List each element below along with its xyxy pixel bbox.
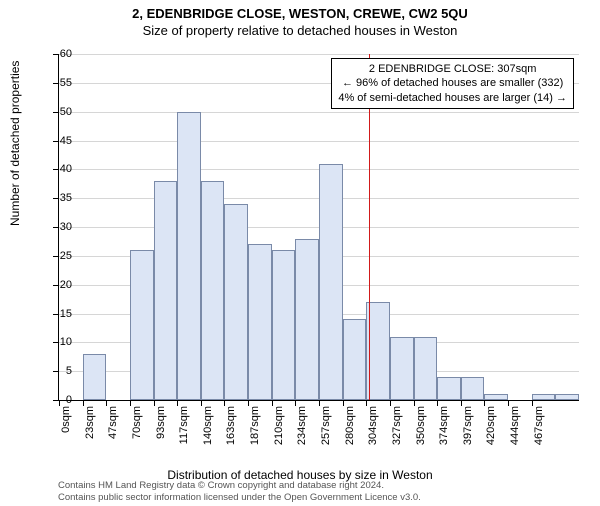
x-tick-label: 467sqm [533, 406, 545, 445]
grid-line [59, 141, 579, 142]
histogram-bar [555, 394, 579, 400]
x-tick-label: 47sqm [107, 406, 119, 439]
y-tick-label: 50 [42, 106, 72, 118]
annotation-line3: 4% of semi-detached houses are larger (1… [338, 91, 567, 105]
histogram-bar [437, 377, 461, 400]
annotation-line1: 2 EDENBRIDGE CLOSE: 307sqm [338, 62, 567, 76]
x-tick-label: 210sqm [273, 406, 285, 445]
x-tick-label: 304sqm [367, 406, 379, 445]
histogram-bar [532, 394, 556, 400]
x-tick-label: 257sqm [320, 406, 332, 445]
histogram-bar [366, 302, 390, 400]
footer-attribution: Contains HM Land Registry data © Crown c… [58, 480, 421, 504]
x-tick-label: 140sqm [202, 406, 214, 445]
y-tick-label: 60 [42, 48, 72, 60]
x-tick-label: 280sqm [344, 406, 356, 445]
y-tick-label: 15 [42, 308, 72, 320]
y-tick-label: 10 [42, 336, 72, 348]
y-tick-label: 0 [42, 394, 72, 406]
y-tick-label: 30 [42, 221, 72, 233]
x-tick-label: 0sqm [60, 406, 72, 433]
y-tick-label: 35 [42, 192, 72, 204]
y-tick-label: 25 [42, 250, 72, 262]
histogram-bar [295, 239, 319, 400]
histogram-bar [319, 164, 343, 400]
x-tick-label: 397sqm [462, 406, 474, 445]
y-tick-label: 20 [42, 279, 72, 291]
x-tick-label: 23sqm [84, 406, 96, 439]
y-axis-title: Number of detached properties [8, 61, 22, 226]
x-tick-label: 163sqm [225, 406, 237, 445]
annotation-box: 2 EDENBRIDGE CLOSE: 307sqm← 96% of detac… [331, 58, 574, 109]
histogram-bar [177, 112, 201, 400]
x-tick-label: 93sqm [155, 406, 167, 439]
histogram-bar [130, 250, 154, 400]
histogram-bar [461, 377, 485, 400]
y-tick-label: 55 [42, 77, 72, 89]
x-tick-label: 327sqm [391, 406, 403, 445]
histogram-bar [484, 394, 508, 400]
x-tick-label: 420sqm [485, 406, 497, 445]
x-tick-label: 117sqm [178, 406, 190, 444]
histogram-bar [414, 337, 438, 400]
x-tick-label: 70sqm [131, 406, 143, 439]
x-tick-label: 187sqm [249, 406, 261, 445]
annotation-line2: ← 96% of detached houses are smaller (33… [338, 76, 567, 90]
grid-line [59, 112, 579, 113]
histogram-bar [83, 354, 107, 400]
histogram-bar [201, 181, 225, 400]
histogram-bar [248, 244, 272, 400]
footer-line1: Contains HM Land Registry data © Crown c… [58, 480, 421, 492]
chart-title-sub: Size of property relative to detached ho… [0, 23, 600, 38]
footer-line2: Contains public sector information licen… [58, 492, 421, 504]
histogram-bar [343, 319, 367, 400]
grid-line [59, 54, 579, 55]
x-tick-label: 374sqm [438, 406, 450, 445]
y-tick-label: 40 [42, 163, 72, 175]
x-tick-label: 234sqm [296, 406, 308, 445]
x-tick-label: 444sqm [509, 406, 521, 445]
chart-title-main: 2, EDENBRIDGE CLOSE, WESTON, CREWE, CW2 … [0, 6, 600, 21]
y-tick-label: 5 [42, 365, 72, 377]
histogram-bar [272, 250, 296, 400]
histogram-bar [154, 181, 178, 400]
histogram-bar [224, 204, 248, 400]
histogram-bar [390, 337, 414, 400]
x-tick-label: 350sqm [415, 406, 427, 445]
y-tick-label: 45 [42, 135, 72, 147]
